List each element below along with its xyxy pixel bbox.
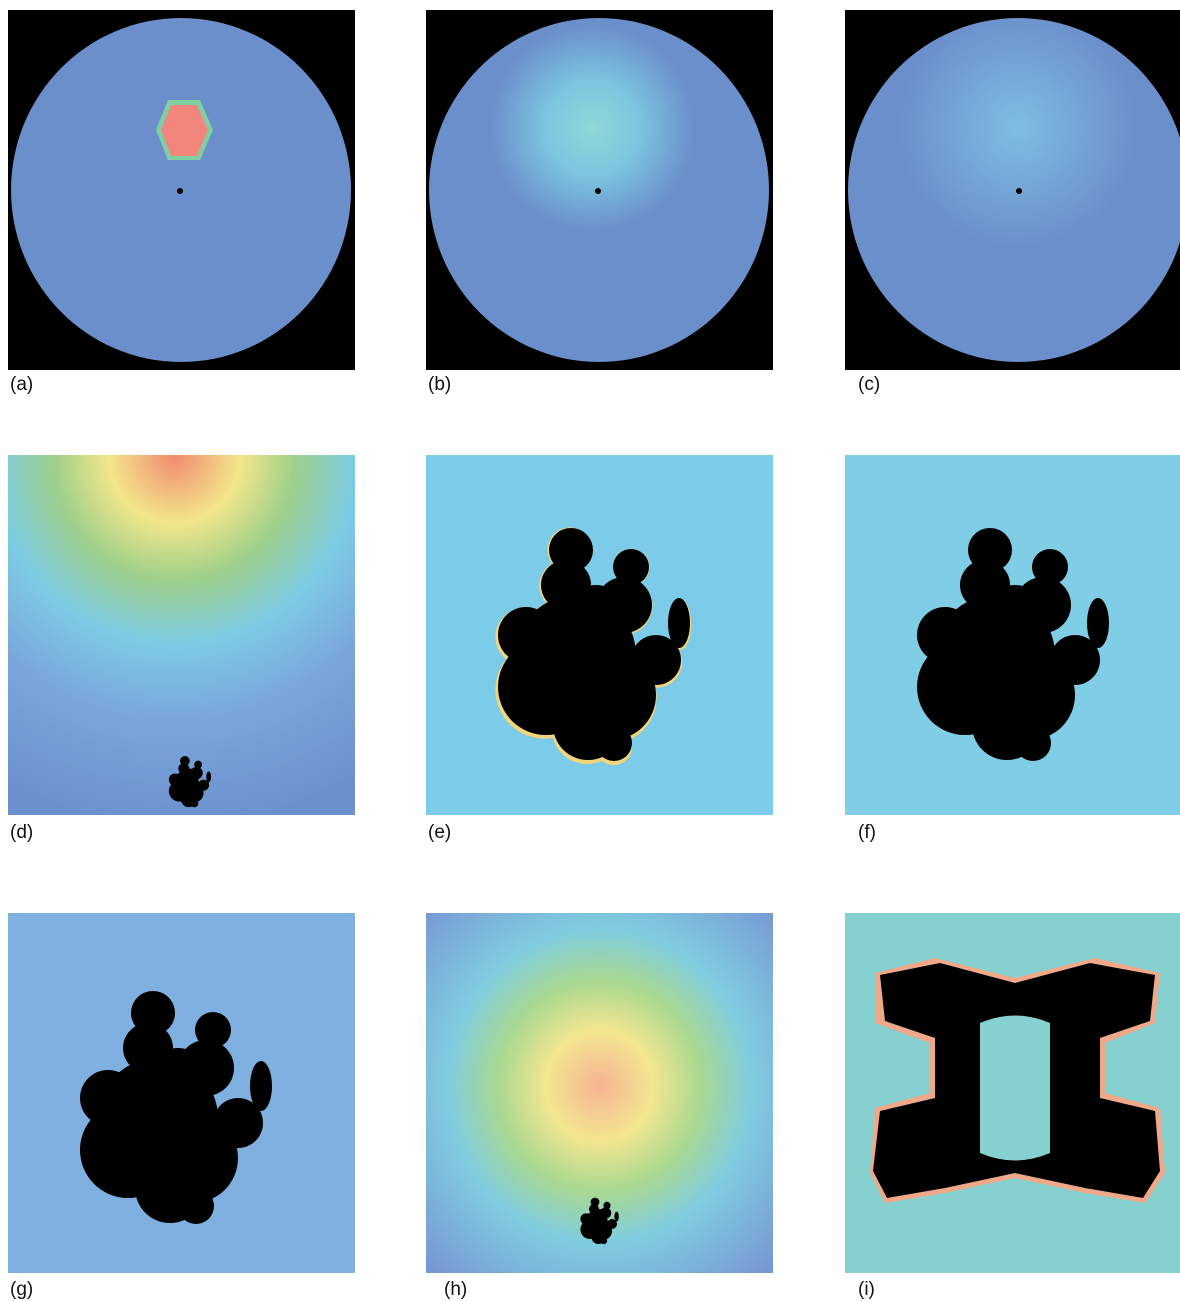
panel-e: [426, 455, 773, 815]
panel-label: (d): [10, 822, 33, 843]
panel-label: (g): [10, 1279, 33, 1300]
panel-label: (b): [428, 374, 451, 395]
panel-c: [845, 10, 1180, 370]
panel-d: [8, 455, 355, 815]
panel-a: [8, 10, 355, 370]
panel-label: (e): [428, 822, 451, 843]
panel-label: (c): [858, 374, 880, 395]
panel-i: [845, 913, 1180, 1273]
panel-label: (i): [858, 1279, 875, 1300]
panel-h: [426, 913, 773, 1273]
panel-f: [845, 455, 1180, 815]
panel-label: (h): [444, 1279, 467, 1300]
panel-label: (a): [10, 374, 33, 395]
panel-b: [426, 10, 773, 370]
panel-label: (f): [858, 822, 876, 843]
panel-g: [8, 913, 355, 1273]
